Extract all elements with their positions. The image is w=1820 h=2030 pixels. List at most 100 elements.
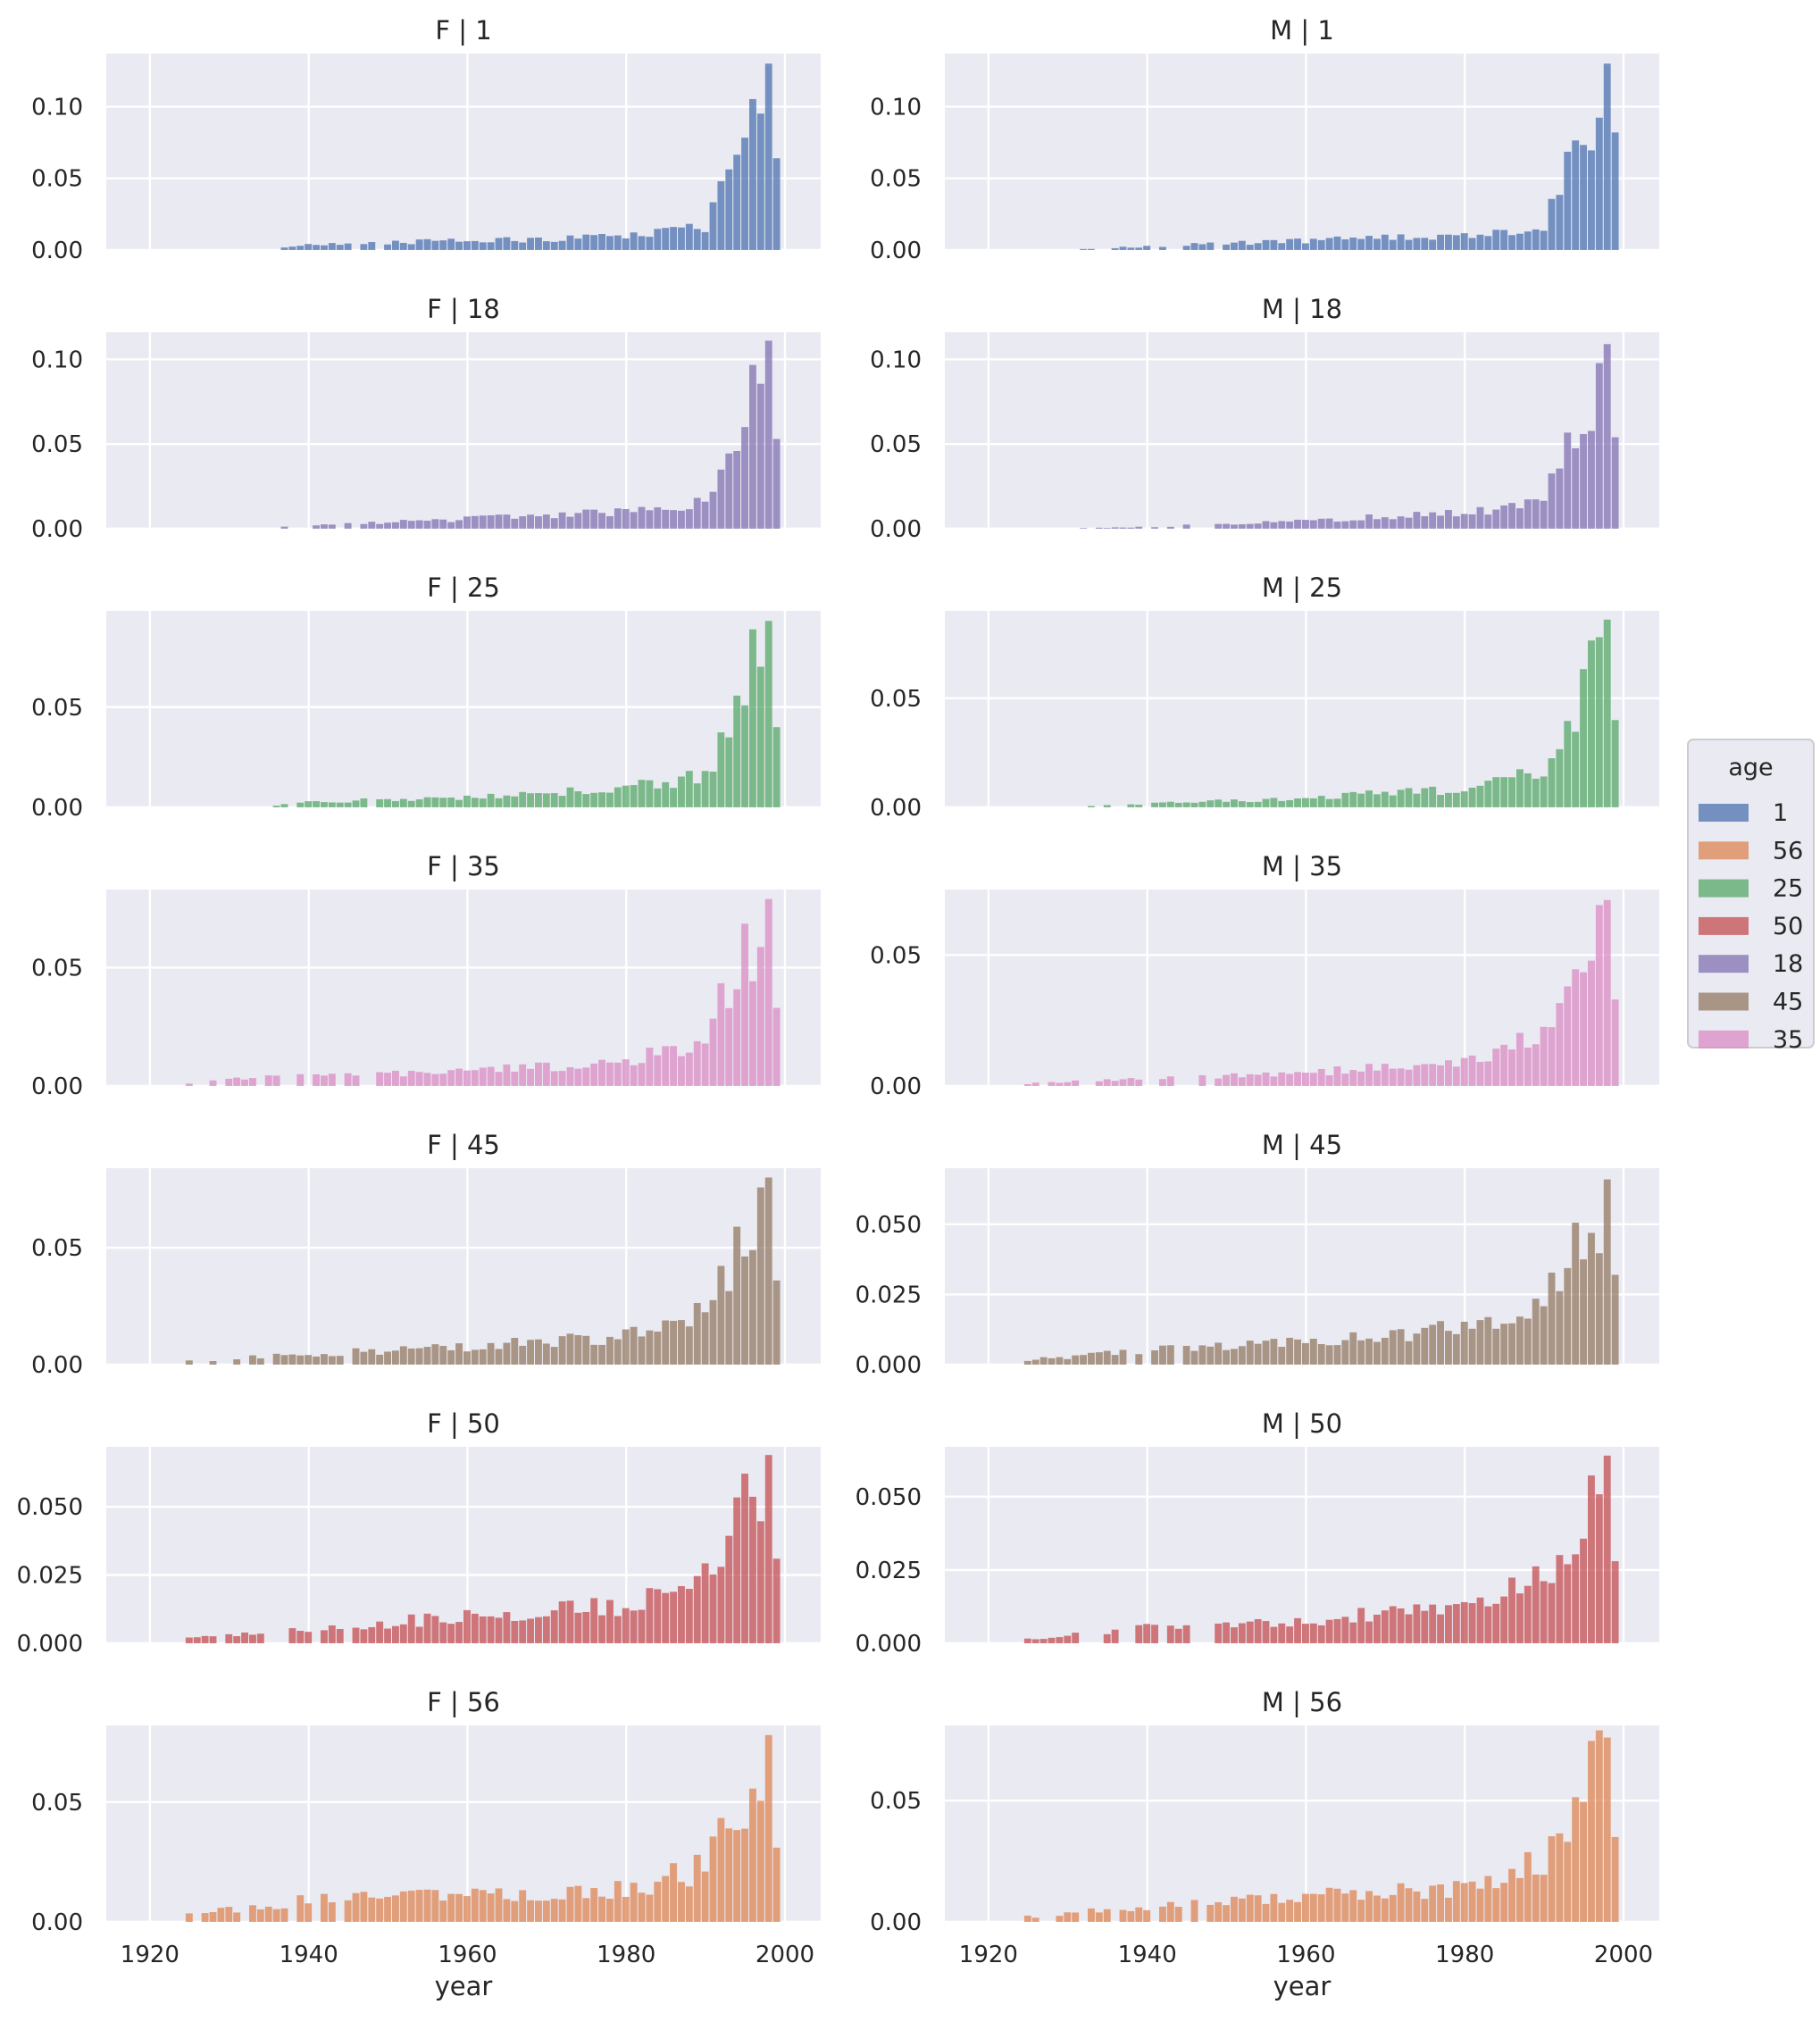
histogram-bar <box>1182 246 1190 250</box>
histogram-bar <box>1031 1639 1039 1643</box>
histogram-bar <box>1254 243 1262 250</box>
histogram-bar <box>384 1896 391 1922</box>
histogram-bar <box>678 1056 685 1086</box>
histogram-bar <box>495 798 503 807</box>
histogram-bar <box>1246 1341 1254 1365</box>
histogram-bar <box>1611 1836 1619 1922</box>
histogram-bar <box>368 1626 376 1643</box>
histogram-bar <box>193 1637 201 1643</box>
histogram-bar <box>1365 790 1373 807</box>
histogram-bar <box>321 1075 328 1086</box>
histogram-bar <box>384 1628 391 1643</box>
histogram-bar <box>1317 1625 1325 1643</box>
panel-background <box>945 611 1659 807</box>
histogram-bar <box>352 800 360 807</box>
histogram-bar <box>1357 238 1365 250</box>
histogram-bar <box>1246 1894 1254 1922</box>
histogram-bar <box>1223 244 1230 250</box>
histogram-bar <box>344 802 352 807</box>
histogram-bar <box>360 523 368 529</box>
y-tick-label: 0.05 <box>870 1788 922 1815</box>
histogram-bar <box>1341 792 1349 807</box>
histogram-bar <box>328 524 336 529</box>
histogram-bar <box>376 1072 384 1086</box>
histogram-bar <box>431 519 439 529</box>
histogram-bar <box>582 1335 590 1365</box>
histogram-bar <box>1206 1346 1215 1365</box>
panel-title: F | 18 <box>427 294 500 324</box>
histogram-bar <box>630 512 638 529</box>
facet-panel: 0.00 0.05 M | 56 1920 1940 1960 1980 2000 year <box>870 1687 1659 2001</box>
histogram-bar <box>1349 1070 1357 1086</box>
histogram-bar <box>296 1895 305 1922</box>
histogram-bar <box>717 983 725 1086</box>
histogram-bar <box>646 1330 654 1365</box>
histogram-bar <box>1389 1606 1397 1643</box>
histogram-bar <box>1246 1073 1254 1086</box>
histogram-bar <box>328 1073 336 1086</box>
histogram-bar <box>1262 1621 1270 1643</box>
histogram-bar <box>1484 1606 1492 1643</box>
histogram-bar <box>566 1067 574 1086</box>
histogram-bar <box>1135 1907 1143 1922</box>
y-tick-label: 0.00 <box>870 1909 922 1936</box>
histogram-bar <box>463 1070 471 1086</box>
histogram-bar <box>1572 140 1580 250</box>
histogram-bar <box>1143 1624 1151 1643</box>
x-axis-label: year <box>435 1971 493 2001</box>
histogram-bar <box>407 1348 415 1365</box>
histogram-bar <box>535 516 542 529</box>
histogram-bar <box>1151 802 1158 807</box>
histogram-bar <box>701 1312 709 1365</box>
histogram-bar <box>622 508 630 529</box>
histogram-bar <box>1460 1883 1468 1922</box>
histogram-bar <box>622 1059 630 1086</box>
histogram-bar <box>423 1073 431 1086</box>
histogram-bar <box>1246 802 1254 807</box>
histogram-bar <box>1460 233 1468 250</box>
histogram-bar <box>590 1063 598 1086</box>
histogram-bar <box>1182 524 1190 529</box>
histogram-bar <box>717 180 725 250</box>
histogram-bar <box>1357 1340 1365 1365</box>
histogram-bar <box>1452 1604 1460 1643</box>
histogram-bar <box>313 801 320 807</box>
histogram-bar <box>772 1847 781 1922</box>
histogram-bar <box>209 1080 217 1086</box>
histogram-bar <box>447 238 455 250</box>
histogram-bar <box>1492 1603 1500 1643</box>
histogram-bar <box>1492 1048 1500 1086</box>
histogram-bar <box>566 1600 574 1643</box>
histogram-bar <box>1341 239 1349 250</box>
histogram-bar <box>1231 242 1238 250</box>
histogram-bar <box>1166 526 1174 529</box>
histogram-bar <box>725 169 733 250</box>
histogram-bar <box>1231 1073 1238 1086</box>
histogram-bar <box>614 1062 622 1086</box>
histogram-bar <box>638 236 646 250</box>
histogram-bar <box>527 1340 534 1365</box>
histogram-bar <box>1373 1341 1381 1365</box>
histogram-bar <box>1508 1577 1515 1643</box>
histogram-bar <box>217 1908 225 1922</box>
histogram-bar <box>756 113 764 250</box>
histogram-bar <box>772 727 781 807</box>
histogram-bar <box>1223 1622 1230 1643</box>
histogram-bar <box>1302 520 1309 529</box>
histogram-bar <box>756 1187 764 1365</box>
histogram-bar <box>439 1346 447 1365</box>
histogram-bar <box>249 1905 256 1922</box>
histogram-bar <box>662 781 670 807</box>
histogram-bar <box>1500 777 1508 807</box>
histogram-bar <box>1564 432 1572 529</box>
histogram-bar <box>511 1338 519 1365</box>
histogram-bar <box>1484 781 1492 807</box>
histogram-bar <box>511 1071 519 1086</box>
histogram-bar <box>455 1893 463 1922</box>
histogram-bar <box>725 1291 733 1365</box>
histogram-bar <box>598 513 605 529</box>
histogram-bar <box>321 245 328 250</box>
histogram-bar <box>1135 247 1143 250</box>
histogram-bar <box>1357 1900 1365 1922</box>
histogram-bar <box>1333 798 1341 807</box>
